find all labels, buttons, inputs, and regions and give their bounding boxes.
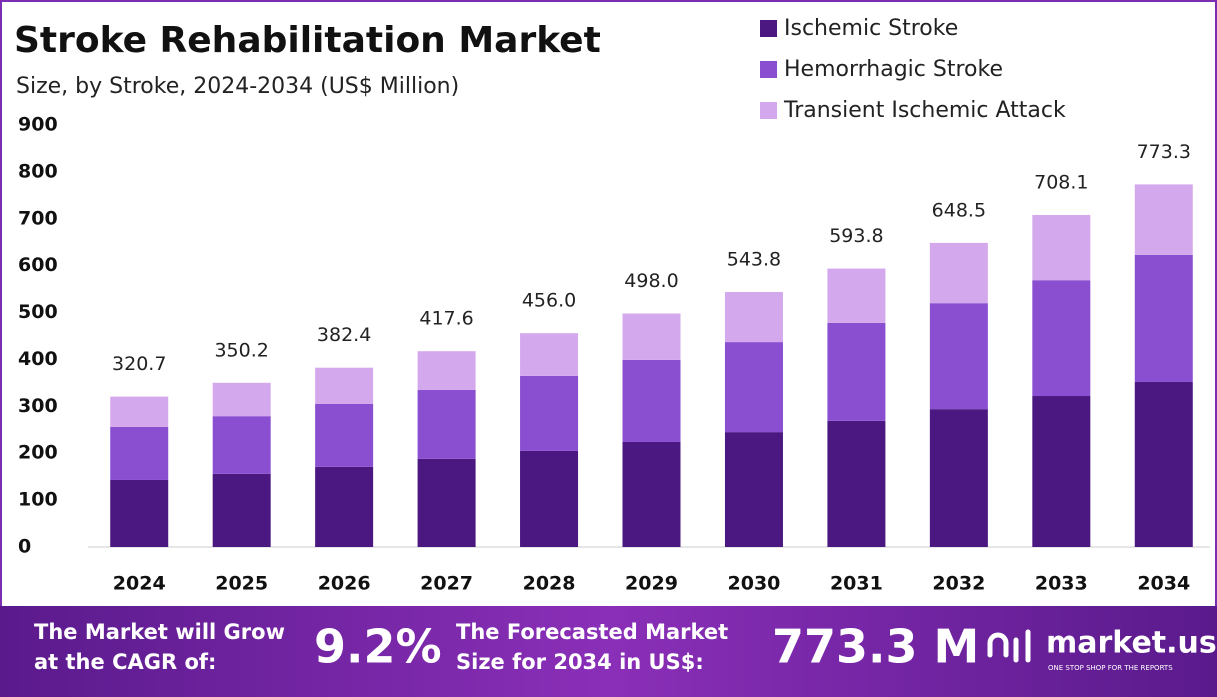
total-label: 382.4 bbox=[317, 324, 371, 346]
banner-value: 9.2% bbox=[314, 620, 442, 674]
legend-swatch bbox=[760, 61, 777, 78]
y-tick-label: 500 bbox=[18, 301, 58, 323]
y-tick-label: 800 bbox=[18, 160, 58, 182]
total-label: 350.2 bbox=[214, 339, 268, 361]
bar-segment bbox=[622, 313, 681, 360]
x-tick-label: 2028 bbox=[523, 573, 576, 595]
x-tick-label: 2024 bbox=[113, 573, 166, 595]
legend-swatch bbox=[760, 102, 777, 119]
x-tick-label: 2025 bbox=[215, 573, 268, 595]
brand: market.us bbox=[1046, 626, 1217, 661]
chart-title: Stroke Rehabilitation Market bbox=[14, 20, 601, 61]
total-label: 593.8 bbox=[829, 225, 883, 247]
bar-segment bbox=[520, 333, 579, 376]
total-label: 498.0 bbox=[624, 270, 678, 292]
x-tick-label: 2030 bbox=[728, 573, 781, 595]
bar-segment bbox=[1134, 184, 1193, 255]
x-tick-label: 2029 bbox=[625, 573, 678, 595]
bar-segment bbox=[520, 450, 579, 547]
bar-segment bbox=[929, 242, 988, 304]
banner-text: The Forecasted Market bbox=[456, 620, 728, 644]
bar-segment bbox=[212, 382, 271, 417]
bar-segment bbox=[622, 441, 681, 547]
y-tick-label: 900 bbox=[18, 114, 58, 136]
total-label: 417.6 bbox=[419, 308, 473, 330]
bar-segment bbox=[110, 396, 169, 427]
tagline: ONE STOP SHOP FOR THE REPORTS bbox=[1048, 664, 1173, 672]
x-tick-label: 2033 bbox=[1035, 573, 1088, 595]
banner-text: at the CAGR of: bbox=[34, 650, 216, 674]
x-tick-label: 2034 bbox=[1137, 573, 1190, 595]
banner-text: The Market will Grow bbox=[34, 620, 285, 644]
bar-segment bbox=[110, 426, 169, 480]
y-tick-label: 100 bbox=[18, 489, 58, 511]
total-label: 320.7 bbox=[112, 353, 166, 375]
bar-segment bbox=[827, 268, 886, 323]
total-label: 648.5 bbox=[932, 199, 986, 221]
total-label: 543.8 bbox=[727, 249, 781, 271]
y-tick-label: 700 bbox=[18, 207, 58, 229]
bar-segment bbox=[1032, 214, 1091, 281]
x-tick-label: 2032 bbox=[932, 573, 985, 595]
banner-value: 773.3 M bbox=[772, 620, 979, 674]
chart-subtitle: Size, by Stroke, 2024-2034 (US$ Million) bbox=[16, 74, 459, 99]
bar-segment bbox=[1032, 396, 1091, 547]
bar-segment bbox=[929, 409, 988, 547]
y-tick-label: 400 bbox=[18, 348, 58, 370]
total-label: 708.1 bbox=[1034, 171, 1088, 193]
y-tick-label: 300 bbox=[18, 395, 58, 417]
y-tick-label: 200 bbox=[18, 442, 58, 464]
bar-segment bbox=[724, 292, 783, 343]
bar-segment bbox=[724, 342, 783, 433]
bar-segment bbox=[315, 367, 374, 404]
bar-segment bbox=[1134, 381, 1193, 547]
bar-segment bbox=[622, 359, 681, 442]
bar-segment bbox=[417, 389, 476, 459]
total-label: 773.3 bbox=[1137, 141, 1191, 163]
bar-segment bbox=[827, 420, 886, 547]
bar-segment bbox=[929, 303, 988, 410]
y-tick-label: 600 bbox=[18, 254, 58, 276]
x-tick-label: 2026 bbox=[318, 573, 371, 595]
logo-icon bbox=[987, 629, 1031, 663]
legend-swatch bbox=[760, 20, 777, 37]
x-tick-label: 2027 bbox=[420, 573, 473, 595]
legend-label: Ischemic Stroke bbox=[784, 16, 958, 41]
bar-segment bbox=[520, 375, 579, 451]
bar-segment bbox=[110, 479, 169, 547]
banner-text: Size for 2034 in US$: bbox=[456, 650, 704, 674]
bar-segment bbox=[827, 322, 886, 421]
bar-segment bbox=[1032, 280, 1091, 397]
bar-segment bbox=[212, 416, 271, 474]
legend-label: Transient Ischemic Attack bbox=[783, 98, 1066, 123]
bar-segment bbox=[417, 458, 476, 547]
bar-segment bbox=[1134, 254, 1193, 382]
y-tick-label: 0 bbox=[18, 536, 31, 558]
legend-label: Hemorrhagic Stroke bbox=[784, 57, 1003, 82]
bar-segment bbox=[724, 432, 783, 547]
bar-segment bbox=[315, 403, 374, 467]
x-tick-label: 2031 bbox=[830, 573, 883, 595]
bar-segment bbox=[315, 466, 374, 547]
total-label: 456.0 bbox=[522, 290, 576, 312]
bar-segment bbox=[417, 351, 476, 390]
bar-segment bbox=[212, 473, 271, 547]
